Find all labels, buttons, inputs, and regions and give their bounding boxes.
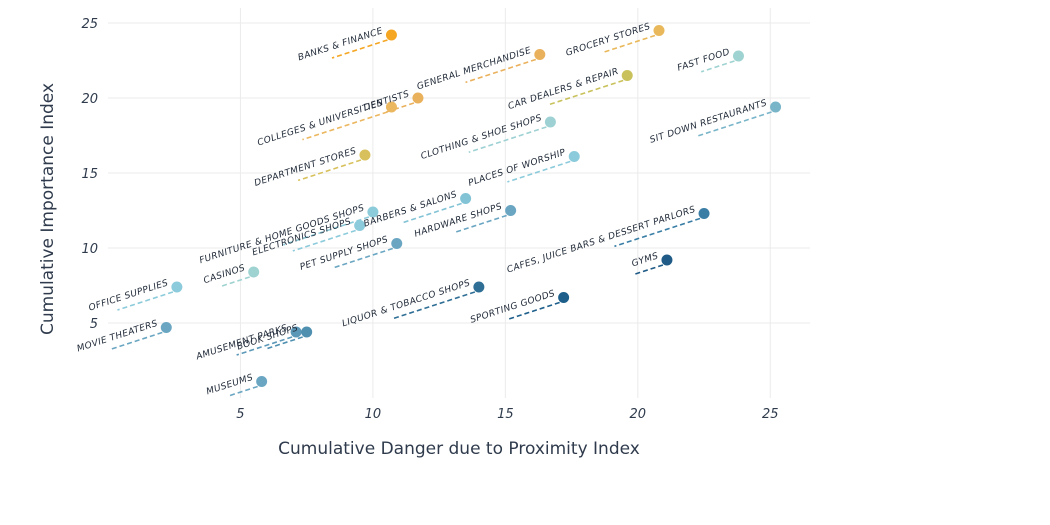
scatter-point (473, 281, 485, 293)
y-tick-label: 5 (90, 317, 98, 332)
label-leader (331, 39, 388, 59)
label-leader (697, 111, 772, 137)
label-leader (297, 159, 362, 182)
scatter-point (256, 376, 268, 387)
scatter-point (460, 193, 472, 204)
label-leader (292, 229, 356, 252)
label-leader (110, 331, 163, 351)
label-leader (549, 79, 624, 106)
scatter-point (385, 29, 397, 41)
x-tick-label: 10 (365, 407, 382, 422)
x-tick-label: 5 (236, 407, 244, 422)
point-label: CLOTHING & SHOE SHOPS (420, 113, 544, 162)
scatter-point (505, 205, 517, 216)
scatter-point (653, 25, 665, 36)
point-label: OFFICE SUPPLIES (88, 278, 170, 313)
y-axis-title: Cumulative Importance Index (38, 83, 58, 335)
x-axis-ticks: 5 10 15 20 25 (236, 407, 778, 422)
label-leader (333, 247, 393, 269)
scatter-point (367, 206, 379, 218)
label-leader (402, 202, 462, 224)
point-label: CAR DEALERS & REPAIR (507, 67, 620, 112)
y-tick-label: 25 (81, 17, 98, 32)
label-leader (393, 291, 476, 320)
x-axis-title: Cumulative Danger due to Proximity Index (278, 439, 640, 459)
y-tick-label: 10 (81, 242, 98, 257)
scatter-point (698, 208, 710, 219)
label-leader (614, 217, 701, 248)
scatter-point (301, 326, 313, 338)
label-leader (283, 216, 370, 246)
scatter-point (171, 281, 183, 293)
scatter-point (732, 50, 744, 62)
scatter-point (661, 254, 673, 266)
label-leader (507, 301, 560, 321)
y-axis-ticks: 5 10 15 20 25 (81, 17, 98, 332)
scatter-point (385, 101, 397, 113)
label-leader (265, 336, 303, 350)
point-label: PLACES OF WORSHIP (467, 148, 567, 189)
point-label: MUSEUMS (205, 373, 254, 398)
scatter-point (534, 49, 546, 60)
x-tick-label: 25 (762, 407, 779, 422)
scatter-point (354, 220, 366, 231)
label-leader (468, 126, 547, 153)
x-tick-label: 20 (630, 407, 647, 422)
scatter-point (558, 292, 570, 303)
scatter-point (391, 238, 403, 249)
label-leader (602, 34, 656, 54)
label-leader (465, 58, 537, 84)
label-leader (220, 276, 250, 288)
y-tick-label: 15 (81, 167, 98, 182)
point-label: FAST FOOD (676, 47, 731, 73)
point-label: MOVIE THEATERS (76, 319, 159, 355)
scatter-point (544, 116, 556, 128)
label-leader (228, 385, 258, 397)
scatter-point (621, 70, 633, 81)
point-label: GYMS (631, 251, 660, 269)
data-points (160, 25, 782, 387)
scatter-point (160, 322, 172, 333)
scatter-point (359, 149, 371, 161)
point-label: COLLEGES & UNIVERSITIES (256, 98, 384, 148)
point-label: DEPARTMENT STORES (253, 146, 358, 189)
point-label: GENERAL MERCHANDISE (416, 46, 533, 92)
x-tick-label: 15 (497, 407, 514, 422)
y-tick-label: 20 (81, 92, 98, 107)
label-leader (302, 111, 388, 141)
label-leader (117, 291, 174, 311)
label-leader (700, 60, 735, 73)
point-label: SIT DOWN RESTAURANTS (649, 98, 769, 145)
grid-lines (108, 8, 810, 398)
label-leader (454, 214, 507, 234)
scatter-point (290, 326, 302, 338)
scatter-point (248, 266, 260, 278)
label-leader (634, 264, 664, 276)
point-label: LIQUOR & TOBACCO SHOPS (341, 278, 472, 329)
label-leader (236, 336, 293, 356)
label-leader (507, 160, 571, 183)
scatter-point (412, 92, 424, 104)
scatter-point (770, 101, 782, 113)
scatter-point (568, 151, 580, 162)
